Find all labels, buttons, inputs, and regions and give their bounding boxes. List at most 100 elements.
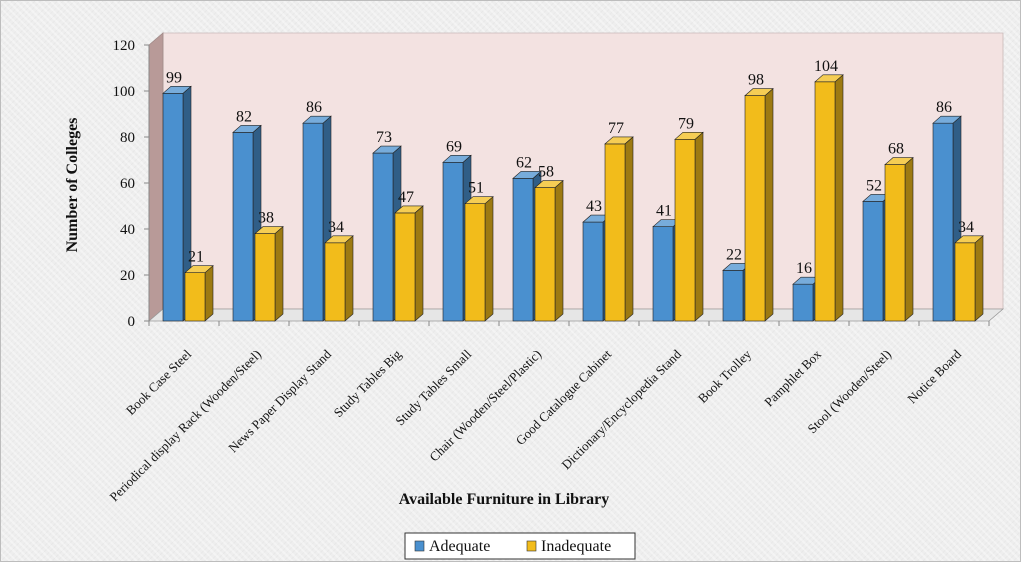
bar-top <box>744 88 774 96</box>
y-tick-label: 80 <box>120 130 135 146</box>
bar-adequate <box>162 85 192 322</box>
bar-front <box>394 212 416 322</box>
bar-front <box>604 143 626 322</box>
bar-inadequate <box>674 131 704 322</box>
bar-front <box>372 152 394 322</box>
bar-top <box>534 180 564 188</box>
y-tick-label: 60 <box>120 176 135 192</box>
bar-top <box>254 226 284 234</box>
data-label: 16 <box>796 260 812 277</box>
bar-front <box>862 201 884 322</box>
bar-top <box>302 115 332 124</box>
bar-top <box>184 265 214 274</box>
legend-swatch-adequate <box>414 540 425 552</box>
category-label: Book Case Steel <box>123 346 195 418</box>
bar-inadequate <box>254 225 284 322</box>
bar-inadequate <box>814 74 844 322</box>
y-tick-label: 20 <box>120 268 135 284</box>
category-label: Periodical display Rack (Wooden/Steel) <box>106 347 264 505</box>
y-axis-title: Number of Colleges <box>64 118 81 253</box>
data-label: 68 <box>888 141 904 158</box>
category-label: Study Tables Big <box>330 346 404 420</box>
bar-front <box>954 242 976 322</box>
bar-top <box>674 132 704 140</box>
bar-inadequate <box>954 235 984 322</box>
bar-top <box>954 235 984 244</box>
data-label: 69 <box>446 138 462 155</box>
bar-front <box>674 139 696 322</box>
data-label: 43 <box>586 198 602 215</box>
data-label: 77 <box>608 120 624 137</box>
bar-side <box>624 136 634 322</box>
legend: Adequate Inadequate <box>404 532 636 560</box>
bar-side <box>484 196 494 322</box>
category-label: Pamphlet Box <box>761 346 824 409</box>
data-label: 41 <box>656 203 672 220</box>
axes: 0 20 40 60 80 100 120 <box>113 38 990 330</box>
bar-side <box>904 156 914 322</box>
bar-front <box>884 164 906 322</box>
bar-top <box>232 125 262 133</box>
bar-top <box>884 157 914 165</box>
data-label: 86 <box>306 99 322 116</box>
data-label: 98 <box>748 72 764 89</box>
bar-top <box>162 86 192 94</box>
bar-front <box>324 242 346 322</box>
data-label: 58 <box>538 164 554 181</box>
bar-front <box>722 270 744 322</box>
bar-front <box>652 226 674 322</box>
bar-inadequate <box>464 196 494 322</box>
bar-front <box>814 81 836 322</box>
data-label: 34 <box>958 219 974 236</box>
data-label: 73 <box>376 129 392 146</box>
bar-inadequate <box>744 87 774 322</box>
legend-box <box>404 532 636 560</box>
bar-side <box>274 225 284 322</box>
bar-inadequate <box>534 179 564 322</box>
bar-front <box>582 221 604 322</box>
bar-side <box>764 87 774 322</box>
legend-swatch-inadequate <box>526 540 537 552</box>
side-wall <box>148 32 164 322</box>
bar-front <box>534 187 556 322</box>
bar-top <box>932 115 962 124</box>
category-label: Book Trolley <box>695 346 755 406</box>
bar-front <box>932 122 954 322</box>
category-label: Dictionary/Encyclopedia Stand <box>558 346 684 472</box>
bar-front <box>302 122 324 322</box>
bar-front <box>254 233 276 322</box>
data-label: 62 <box>516 154 532 171</box>
bar-inadequate <box>604 136 634 322</box>
bar-front <box>442 162 464 322</box>
data-label: 52 <box>866 177 882 194</box>
bar-inadequate <box>884 156 914 322</box>
data-label: 86 <box>936 99 952 116</box>
bar-side <box>344 235 354 322</box>
bar-side <box>414 205 424 322</box>
bar-side <box>834 74 844 322</box>
bar-top <box>512 171 542 179</box>
bar-front <box>184 272 206 322</box>
bar-inadequate <box>324 235 354 322</box>
bar-front <box>512 178 534 322</box>
bar-side <box>694 131 704 322</box>
y-tick-label: 40 <box>120 222 135 238</box>
bar-front <box>162 93 184 322</box>
data-labels: 99 21 82 38 86 34 73 47 69 51 62 58 43 77 41 79 22 98 16 10… <box>166 58 974 277</box>
bar-inadequate <box>184 265 214 322</box>
bar-side <box>974 235 984 322</box>
data-label: 21 <box>188 249 204 266</box>
bar-top <box>604 136 634 145</box>
data-label: 47 <box>398 189 414 206</box>
data-label: 34 <box>328 219 344 236</box>
bar-top <box>442 155 472 163</box>
category-label: Notice Board <box>904 346 964 406</box>
bar-front <box>232 132 254 322</box>
bar-top <box>372 145 402 154</box>
data-label: 51 <box>468 180 484 197</box>
bars <box>162 74 984 322</box>
data-label: 22 <box>726 246 742 263</box>
